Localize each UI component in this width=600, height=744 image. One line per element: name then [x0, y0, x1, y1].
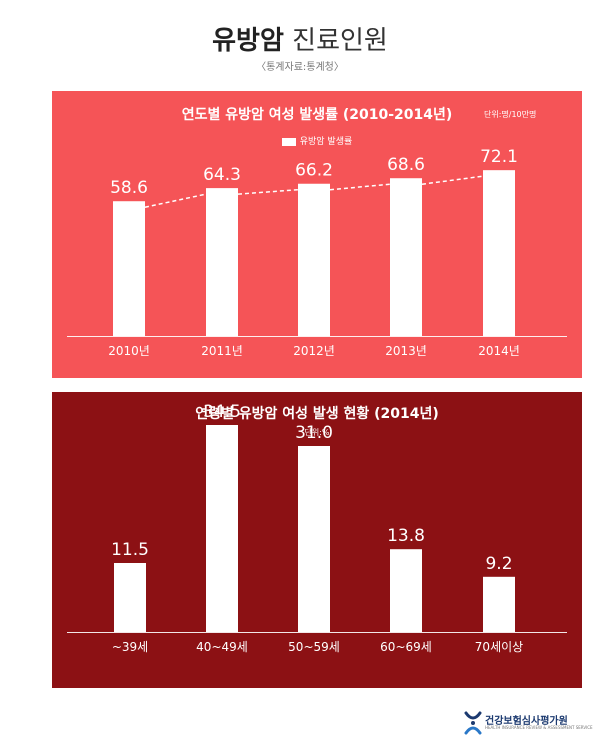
category-label: 40~49세 — [196, 640, 248, 654]
chart-yearly-svg: 58.6 2010년 64.3 2011년 66.2 2012년 68.6 2013년 72.1… — [67, 147, 567, 358]
bar — [114, 563, 146, 632]
trend-line-segment — [144, 193, 207, 208]
bar — [483, 576, 515, 632]
logo-text: 건강보험심사평가원 — [485, 716, 568, 727]
data-label: 64.3 — [203, 165, 241, 185]
logo-subtext: HEALTH INSURANCE REVIEW & ASSESSMENT SER… — [485, 725, 593, 730]
category-label: 2011년 — [201, 344, 243, 358]
chart-legend: 유방암 발생률 — [52, 134, 582, 147]
category-label: 2012년 — [293, 344, 335, 358]
bar — [298, 183, 330, 336]
category-label: 2013년 — [385, 344, 427, 358]
trend-line-segment — [237, 188, 299, 195]
data-label: 72.1 — [480, 147, 518, 167]
bar — [390, 178, 422, 336]
category-label: 70세이상 — [475, 640, 523, 654]
data-label: 34.5 — [203, 402, 241, 422]
data-label: 58.6 — [110, 178, 148, 198]
chart-unit-yearly: 단위:명/10만명 — [484, 110, 537, 119]
title-light: 진료인원 — [292, 26, 388, 56]
legend-label: 유방암 발생률 — [299, 137, 353, 147]
chart-panel-yearly: 연도별 유방암 여성 발생률 (2010-2014년) 단위:명/10만명 유방… — [52, 91, 582, 378]
category-label: 2014년 — [478, 344, 520, 358]
trend-line-segment — [329, 183, 391, 191]
data-label: 66.2 — [295, 161, 333, 181]
data-label: 13.8 — [387, 526, 425, 546]
title-bold: 유방암 — [212, 26, 284, 56]
chart-title-age: 연령별 유방암 여성 발생 현황 (2014년) — [195, 406, 439, 422]
category-label: 2010년 — [108, 344, 150, 358]
legend-swatch — [281, 137, 296, 146]
page-title: 유방암 진료인원 — [0, 20, 600, 57]
chart-age-svg: 11.5 ~39세 34.5 40~49세 31.0 50~59세 13.8 60~69세 9.… — [67, 402, 567, 654]
data-label: 11.5 — [111, 540, 149, 560]
bar — [390, 549, 422, 632]
hira-logo-icon — [464, 711, 482, 735]
data-label: 9.2 — [485, 554, 512, 574]
bar — [206, 188, 238, 336]
bar — [113, 201, 145, 336]
data-label: 68.6 — [387, 155, 425, 175]
trend-line-segment — [421, 175, 484, 185]
bar — [483, 170, 515, 336]
hira-logo: 건강보험심사평가원 HEALTH INSURANCE REVIEW & ASSE… — [463, 710, 593, 736]
data-label: 31.0 — [295, 423, 333, 443]
category-label: 50~59세 — [288, 640, 340, 654]
chart-title-yearly: 연도별 유방암 여성 발생률 (2010-2014년) — [181, 107, 453, 123]
category-label: ~39세 — [112, 640, 148, 654]
bar — [298, 446, 330, 632]
source-note: 〈통계자료:통계청〉 — [256, 62, 344, 73]
chart-panel-age: 연령별 유방암 여성 발생 현황 (2014년) 단위:% 11.5 ~39세 34… — [52, 392, 582, 688]
category-label: 60~69세 — [380, 640, 432, 654]
chart-unit-age: 단위:% — [304, 428, 330, 437]
bar — [206, 425, 238, 632]
